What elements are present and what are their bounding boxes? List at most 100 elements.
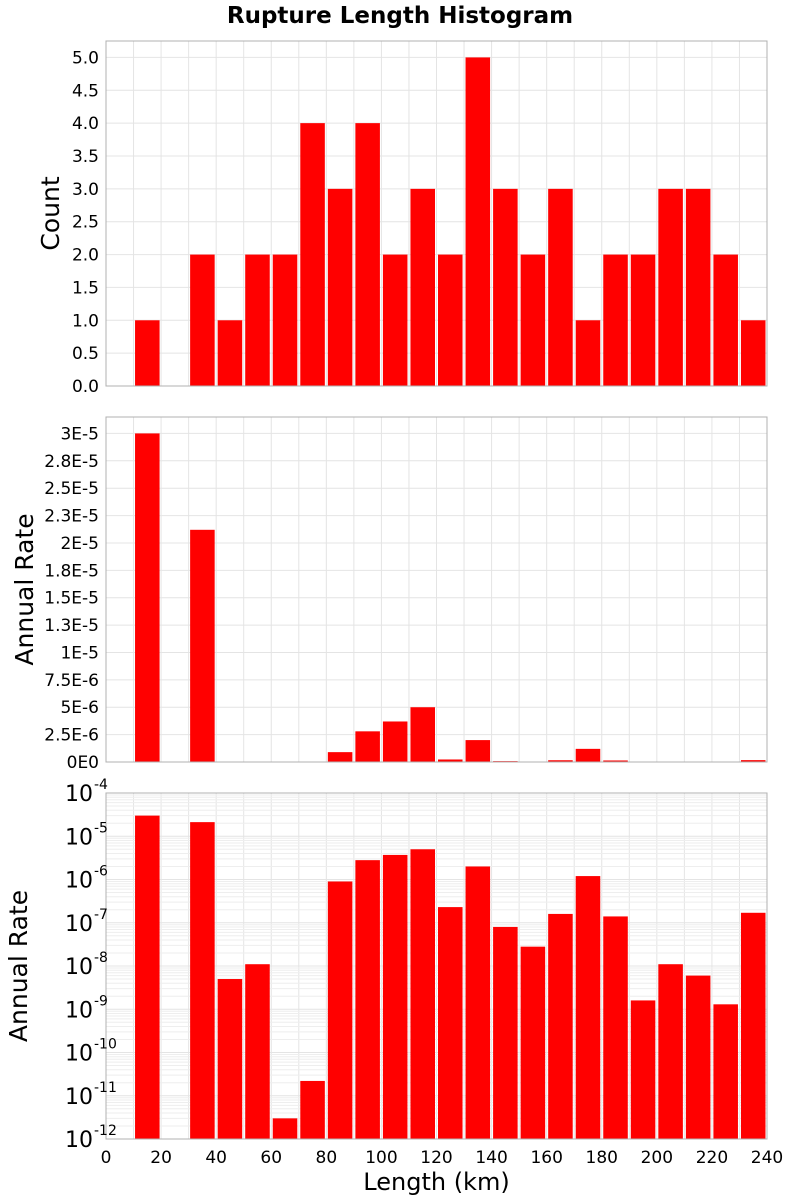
histogram-bar: [603, 760, 628, 762]
histogram-bar: [603, 916, 628, 1139]
histogram-bar: [740, 320, 766, 386]
y-tick-label: 2.8E-5: [44, 452, 99, 472]
grid-lines: [106, 793, 767, 1140]
y-tick-label-base: 10: [65, 1042, 93, 1067]
chart-title: Rupture Length Histogram: [227, 3, 573, 29]
y-tick-label: 7.5E-6: [44, 671, 99, 691]
histogram-bar: [327, 752, 353, 762]
histogram-bar: [465, 866, 491, 1139]
y-tick-label: 3.0: [72, 180, 99, 200]
y-tick-label-base: 10: [65, 1085, 93, 1110]
histogram-bar: [135, 433, 160, 762]
x-tick-label: 180: [586, 1148, 618, 1168]
y-tick-label-exponent: -6: [94, 864, 108, 880]
y-tick-label: 4.0: [72, 114, 99, 134]
x-axis-label: Length (km): [363, 1168, 509, 1196]
histogram-bar: [548, 188, 573, 386]
y-tick-label-exponent: -7: [94, 907, 108, 923]
histogram-bar: [410, 707, 435, 762]
histogram-bar: [630, 254, 656, 386]
x-tick-label: 220: [696, 1148, 728, 1168]
bars: [135, 57, 766, 387]
histogram-bar: [438, 254, 463, 386]
histogram-bar: [493, 926, 518, 1139]
histogram-bar: [493, 188, 518, 386]
grid-lines: [106, 41, 767, 387]
x-tick-labels: 0 20 40 60 80 100 120 140 160 180 200 220 240: [101, 1148, 784, 1168]
histogram-bar: [685, 188, 711, 386]
histogram-bar: [685, 975, 711, 1139]
y-tick-label: 0E0: [67, 753, 99, 773]
y-tick-label-base: 10: [65, 1128, 93, 1153]
x-tick-label: 200: [641, 1148, 673, 1168]
y-axis-label: Count: [36, 176, 65, 250]
histogram-bar: [630, 1000, 656, 1139]
bars: [135, 433, 766, 762]
histogram-bar: [190, 529, 215, 762]
histogram-bar: [190, 822, 215, 1139]
y-tick-label: 1.5: [72, 278, 99, 298]
x-tick-label: 20: [150, 1148, 172, 1168]
y-tick-label-base: 10: [65, 912, 93, 937]
histogram-bar: [658, 964, 683, 1139]
histogram-bar: [410, 188, 435, 386]
histogram-bar: [300, 1080, 325, 1139]
histogram-bar: [300, 123, 325, 387]
histogram-bar: [272, 254, 298, 386]
histogram-bar: [382, 721, 408, 762]
histogram-bar: [438, 907, 463, 1139]
y-tick-label: 2E-5: [60, 534, 99, 554]
histogram-bar: [740, 760, 766, 762]
y-tick-label: 1.3E-5: [44, 616, 99, 636]
y-tick-label: 1.0: [72, 311, 99, 331]
histogram-bar: [327, 188, 353, 386]
histogram-bar: [355, 731, 380, 762]
y-tick-label: 2.5E-5: [44, 479, 99, 499]
histogram-bar: [355, 123, 380, 387]
plot-frame: [105, 40, 768, 387]
y-tick-label-base: 10: [65, 782, 93, 807]
x-tick-label: 240: [751, 1148, 783, 1168]
y-tick-label: 2.0: [72, 246, 99, 266]
grid-lines: [106, 417, 767, 763]
y-tick-label-base: 10: [65, 998, 93, 1023]
x-tick-label: 100: [365, 1148, 397, 1168]
histogram-bar: [465, 740, 491, 762]
plot-frame: [105, 792, 768, 1140]
plot-frame: [105, 416, 768, 763]
histogram-bar: [382, 854, 408, 1139]
y-tick-label-exponent: -4: [94, 777, 108, 793]
count-panel: 0.0 0.5 1.0 1.5 2.0 2.5 3.0 3.5 4.0 4.5 5.0 Count: [36, 40, 768, 397]
histogram-bar: [548, 913, 573, 1139]
y-tick-label-base: 10: [65, 825, 93, 850]
histogram-bar: [382, 254, 408, 386]
histogram-bar: [190, 254, 215, 386]
y-tick-label: 1E-5: [60, 643, 99, 663]
histogram-bar: [245, 964, 270, 1139]
y-tick-label: 2.3E-5: [44, 507, 99, 527]
x-tick-label: 0: [101, 1148, 112, 1168]
x-tick-label: 160: [530, 1148, 562, 1168]
y-tick-label-exponent: -8: [94, 950, 108, 966]
y-tick-labels: 0E0 2.5E-6 5E-6 7.5E-6 1E-5 1.3E-5 1.5E-5 1.8E-…: [44, 424, 99, 773]
y-tick-label-base: 10: [65, 955, 93, 980]
histogram-bar: [713, 1004, 738, 1139]
y-tick-label-exponent: -12: [94, 1123, 117, 1139]
y-tick-label: 3E-5: [60, 424, 99, 444]
x-tick-label: 140: [475, 1148, 507, 1168]
histogram-bar: [520, 946, 546, 1139]
y-axis-label: Annual Rate: [10, 513, 39, 665]
x-tick-label: 120: [420, 1148, 452, 1168]
y-tick-labels: 0.0 0.5 1.0 1.5 2.0 2.5 3.0 3.5 4.0 4.5 5.0: [72, 48, 99, 397]
histogram-bar: [548, 760, 573, 762]
y-tick-label: 5E-6: [60, 698, 99, 718]
x-tick-label: 80: [316, 1148, 338, 1168]
histogram-bar: [272, 1118, 298, 1139]
x-tick-label: 60: [260, 1148, 282, 1168]
histogram-bar: [520, 254, 546, 386]
histogram-bar: [217, 320, 243, 386]
y-tick-label-exponent: -5: [94, 820, 108, 836]
chart-panels: 0.0 0.5 1.0 1.5 2.0 2.5 3.0 3.5 4.0 4.5 5.0 Count 0E…: [4, 40, 783, 1196]
